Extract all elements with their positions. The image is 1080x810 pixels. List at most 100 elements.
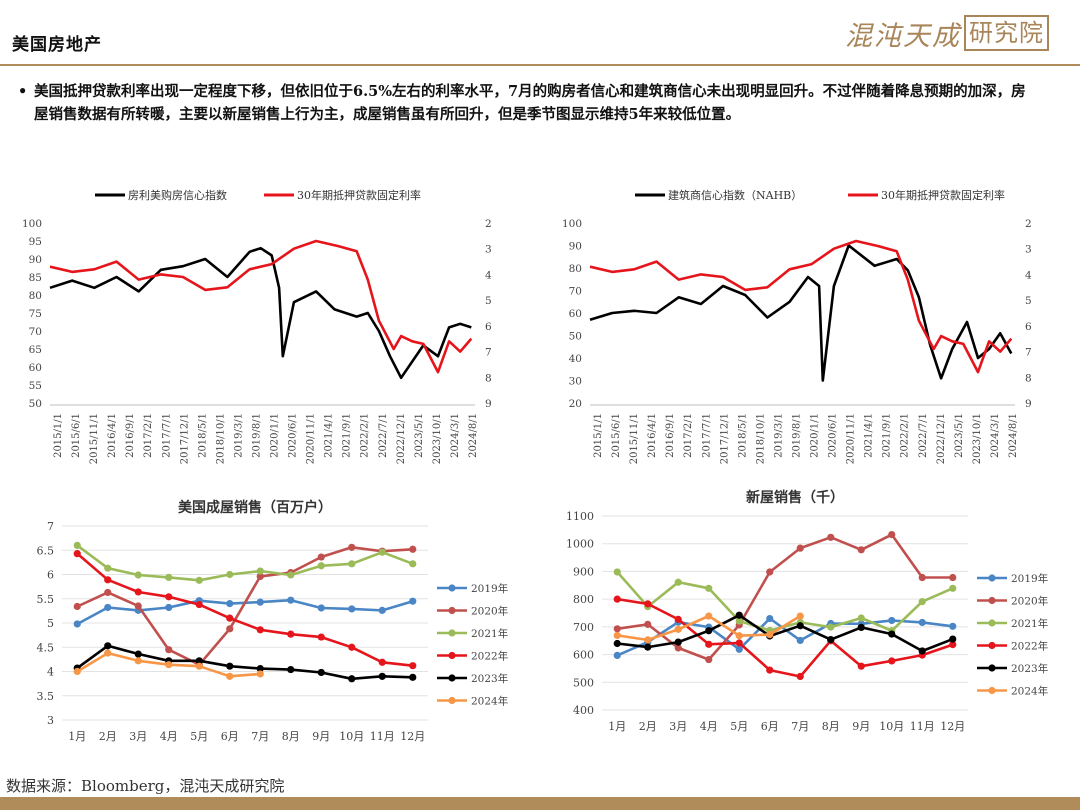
series-line-0 bbox=[616, 617, 953, 657]
series-point-3 bbox=[287, 630, 295, 638]
series-line-2 bbox=[76, 544, 414, 582]
x-tick-label: 3月 bbox=[669, 720, 687, 733]
series-point-1 bbox=[317, 553, 325, 561]
legend-marker-1 bbox=[988, 596, 996, 605]
series-line-4 bbox=[76, 644, 413, 681]
series-point-2 bbox=[256, 567, 264, 575]
series-point-4 bbox=[857, 623, 865, 632]
series-point-3 bbox=[766, 666, 774, 674]
series-point-2 bbox=[613, 568, 621, 576]
series-point-1 bbox=[73, 602, 81, 611]
series-point-4 bbox=[378, 672, 386, 680]
series-point-5 bbox=[195, 662, 203, 670]
x-tick-label: 7月 bbox=[791, 720, 809, 733]
series-point-1 bbox=[766, 568, 774, 576]
y-right-tick-label: 3 bbox=[1025, 244, 1032, 256]
y-left-tick-label: 50 bbox=[569, 331, 582, 343]
series-point-3 bbox=[348, 643, 356, 651]
series-point-5 bbox=[104, 649, 112, 657]
series-point-1 bbox=[226, 625, 234, 633]
series-point-2 bbox=[949, 584, 957, 592]
x-tick-label: 4月 bbox=[160, 730, 178, 743]
y-tick-label: 900 bbox=[573, 565, 594, 578]
series-point-1 bbox=[134, 602, 142, 610]
series-point-5 bbox=[256, 670, 264, 678]
legend-marker-2 bbox=[448, 629, 456, 637]
legend-marker-5 bbox=[988, 686, 996, 695]
series-point-3 bbox=[796, 672, 804, 681]
series-point-2 bbox=[674, 578, 682, 586]
series-point-1 bbox=[104, 588, 112, 597]
chart-fannie-mae-vs-mortgage-rate: 房利美购房信心指数 30年期抵押贷款固定利率1009590858075706560… bbox=[22, 188, 492, 464]
x-tick-label: 2024/3/1 bbox=[450, 413, 461, 458]
x-tick-label: 2018/10/1 bbox=[215, 413, 226, 464]
x-tick-label: 2月 bbox=[99, 730, 117, 743]
x-tick-label: 12月 bbox=[940, 720, 965, 733]
legend-marker-0 bbox=[448, 584, 456, 592]
series-line-1 bbox=[49, 239, 473, 374]
series-point-3 bbox=[226, 614, 234, 622]
series-point-3 bbox=[256, 626, 264, 634]
series-point-1 bbox=[918, 573, 926, 582]
series-point-0 bbox=[226, 600, 234, 608]
series-point-3 bbox=[674, 615, 682, 623]
x-tick-label: 2020/11/1 bbox=[306, 413, 317, 464]
y-right-tick-label: 7 bbox=[485, 347, 492, 359]
x-tick-label: 2021/9/1 bbox=[882, 413, 893, 458]
series-point-3 bbox=[73, 550, 81, 558]
series-point-2 bbox=[226, 570, 234, 579]
x-tick-label: 2021/4/1 bbox=[324, 413, 335, 458]
series-line-0 bbox=[49, 246, 472, 380]
legend-marker-5 bbox=[448, 696, 456, 705]
x-tick-label: 2015/11/1 bbox=[629, 413, 640, 464]
x-tick-label: 4月 bbox=[700, 720, 718, 733]
x-tick-label: 2020/11/1 bbox=[846, 413, 857, 464]
y-right-tick-label: 6 bbox=[485, 321, 492, 333]
series-point-4 bbox=[888, 630, 896, 638]
chart-title: 新屋销售（千） bbox=[746, 489, 844, 506]
series-line-3 bbox=[76, 552, 413, 667]
y-left-tick-label: 55 bbox=[29, 380, 42, 392]
series-point-0 bbox=[949, 622, 957, 630]
series-point-1 bbox=[827, 533, 835, 541]
series-line-4 bbox=[617, 613, 954, 653]
x-tick-label: 2022/2/1 bbox=[900, 413, 911, 458]
series-line-0 bbox=[589, 244, 1013, 382]
series-point-5 bbox=[644, 636, 652, 644]
legend-marker-4 bbox=[448, 674, 456, 682]
legend-label-3: 2022年 bbox=[1011, 640, 1048, 653]
y-left-tick-label: 20 bbox=[569, 398, 582, 410]
x-tick-label: 2019/8/1 bbox=[251, 413, 262, 458]
legend-label-0: 房利美购房信心指数 bbox=[128, 188, 227, 202]
series-point-3 bbox=[735, 639, 743, 647]
series-point-0 bbox=[104, 603, 112, 612]
legend-marker-3 bbox=[448, 651, 456, 660]
series-point-4 bbox=[104, 642, 112, 650]
x-tick-label: 2021/9/1 bbox=[342, 413, 353, 458]
logo-boxed-text: 研究院 bbox=[964, 15, 1049, 51]
series-point-0 bbox=[256, 598, 264, 606]
legend-label-1: 30年期抵押贷款固定利率 bbox=[881, 188, 1005, 202]
series-point-1 bbox=[613, 625, 621, 633]
y-tick-label: 3.5 bbox=[37, 690, 55, 703]
summary-text: 美国抵押贷款利率出现一定程度下移，但依旧位于6.5%左右的利率水平，7月的购房者… bbox=[34, 83, 1026, 123]
x-tick-label: 2023/5/1 bbox=[414, 413, 425, 458]
y-left-tick-label: 100 bbox=[22, 218, 42, 230]
series-point-3 bbox=[317, 633, 325, 641]
x-tick-label: 2018/5/1 bbox=[737, 413, 748, 458]
y-left-tick-label: 30 bbox=[569, 376, 582, 388]
y-right-tick-label: 4 bbox=[485, 269, 492, 281]
y-right-tick-label: 8 bbox=[485, 372, 492, 384]
y-right-tick-label: 6 bbox=[1025, 321, 1032, 333]
x-tick-label: 6月 bbox=[761, 720, 779, 733]
x-tick-label: 2月 bbox=[639, 720, 657, 733]
legend-label-4: 2023年 bbox=[1011, 662, 1048, 675]
series-point-3 bbox=[949, 640, 957, 649]
x-tick-label: 2020/6/1 bbox=[828, 413, 839, 458]
x-tick-label: 2015/1/1 bbox=[53, 413, 64, 458]
series-point-0 bbox=[766, 614, 774, 623]
x-tick-label: 6月 bbox=[221, 730, 239, 743]
series-point-4 bbox=[918, 647, 926, 655]
y-tick-label: 6.5 bbox=[37, 544, 55, 557]
series-point-4 bbox=[796, 622, 804, 630]
